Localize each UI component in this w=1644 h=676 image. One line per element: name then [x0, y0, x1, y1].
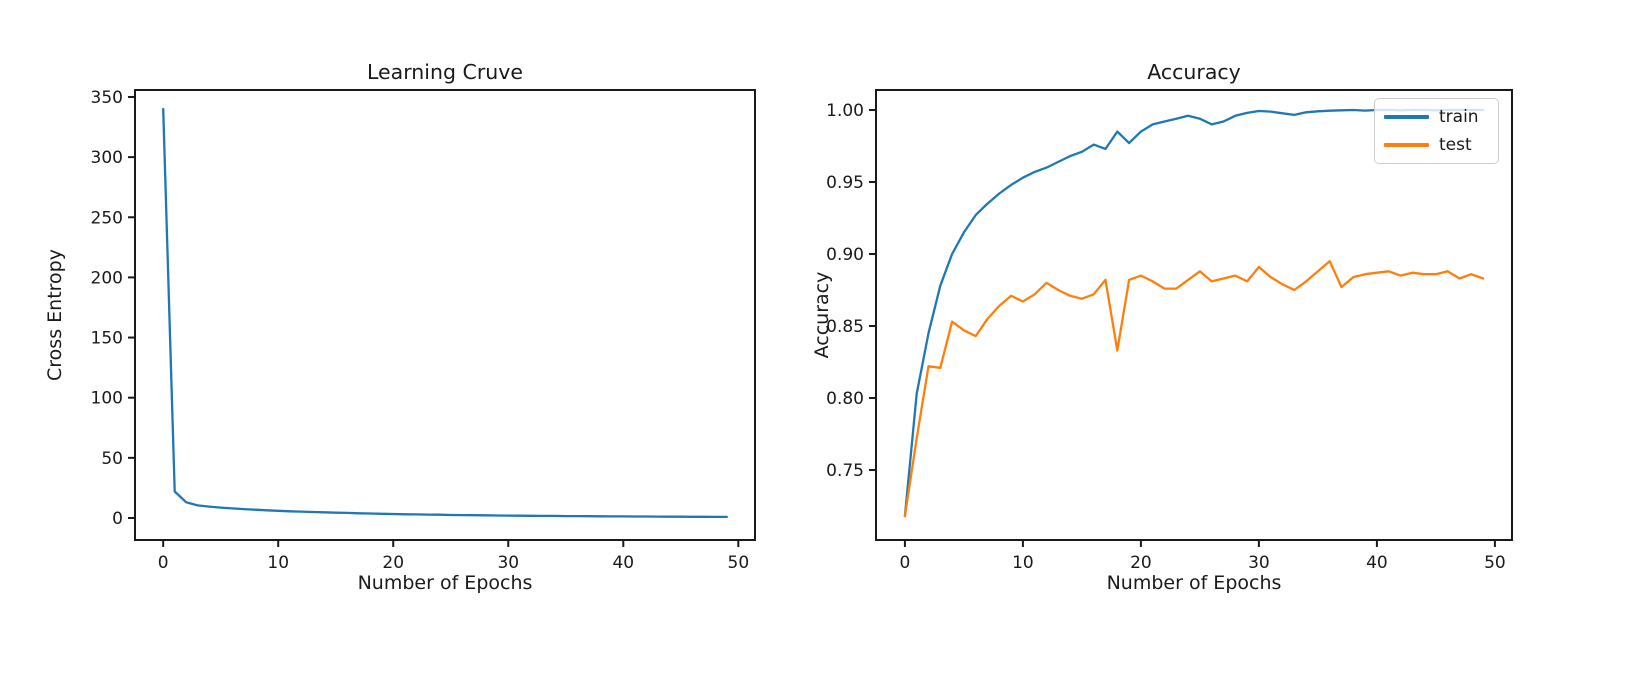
y-tick-label: 350	[91, 88, 123, 108]
x-tick-label: 40	[612, 553, 634, 573]
y-tick-label: 100	[91, 389, 123, 409]
x-tick-label: 0	[158, 553, 169, 573]
series-line-cross-entropy	[162, 107, 728, 519]
accuracy-title: Accuracy	[1147, 60, 1241, 84]
y-tick-label: 1.00	[826, 101, 864, 121]
test-line-swatch	[1384, 143, 1429, 148]
y-tick-label: 0.75	[826, 461, 864, 481]
x-tick-label: 0	[899, 553, 910, 573]
x-tick-label: 20	[1130, 553, 1152, 573]
y-tick-label: 0.80	[826, 389, 864, 409]
x-tick-label: 10	[1012, 553, 1034, 573]
learning-curve-y-axis-label: Cross Entropy	[44, 249, 66, 381]
x-tick-label: 30	[1248, 553, 1270, 573]
legend-row-train: train	[1384, 108, 1487, 127]
y-tick-label: 50	[101, 449, 123, 469]
legend-label-test: test	[1439, 134, 1472, 155]
y-tick-label: 0	[112, 509, 123, 529]
y-tick-label: 150	[91, 329, 123, 349]
y-tick-label: 0.85	[826, 317, 864, 337]
x-tick-label: 50	[1484, 553, 1506, 573]
x-tick-label: 30	[497, 553, 519, 573]
x-tick-label: 10	[267, 553, 289, 573]
legend-label-train: train	[1439, 107, 1479, 127]
axes-spines	[875, 89, 1513, 541]
y-tick-label: 0.90	[826, 245, 864, 265]
legend: train test	[1374, 98, 1499, 165]
legend-row-test: test	[1384, 134, 1487, 155]
learning-curve-title: Learning Cruve	[367, 60, 523, 84]
y-tick-label: 250	[91, 208, 123, 228]
learning-curve-x-axis-label: Number of Epochs	[357, 572, 533, 594]
y-tick-label: 300	[91, 148, 123, 168]
y-tick-label: 0.95	[826, 173, 864, 193]
x-tick-label: 20	[382, 553, 404, 573]
x-tick-label: 50	[728, 553, 750, 573]
accuracy-y-axis-label: Accuracy	[811, 271, 833, 359]
series-line-test	[903, 260, 1485, 518]
train-line-swatch	[1384, 115, 1429, 120]
accuracy-x-axis-label: Number of Epochs	[1106, 572, 1282, 594]
x-tick-label: 40	[1366, 553, 1388, 573]
axes-spines	[134, 89, 756, 541]
y-tick-label: 200	[91, 268, 123, 288]
